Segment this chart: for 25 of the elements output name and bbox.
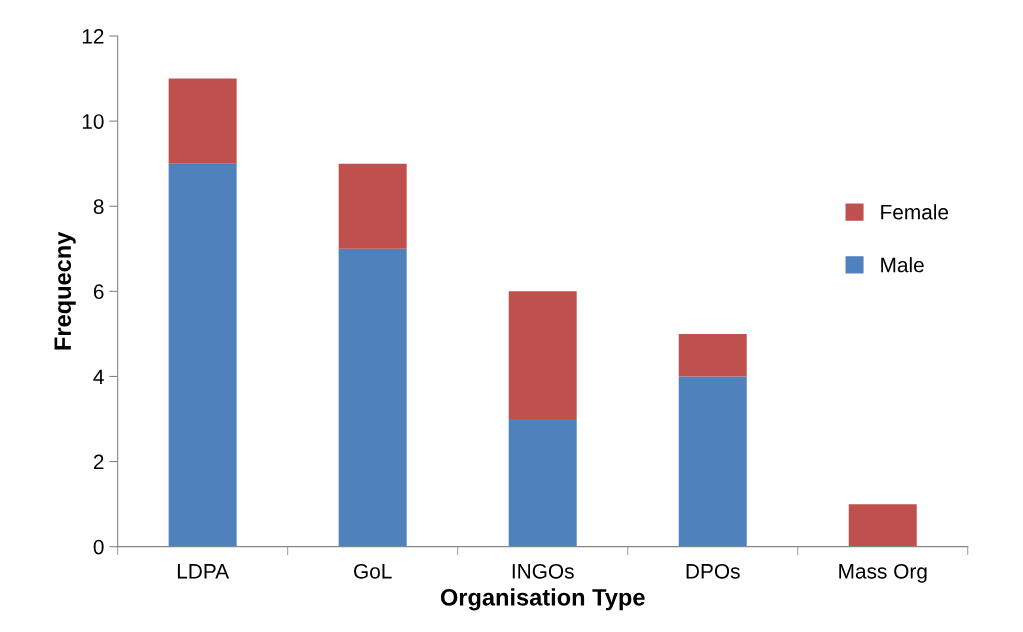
x-axis-title: Organisation Type bbox=[440, 588, 645, 611]
y-tick-label: 10 bbox=[82, 114, 104, 129]
y-tick-label: 4 bbox=[93, 369, 104, 385]
y-axis-title: Frequecny bbox=[54, 231, 76, 350]
bar bbox=[168, 78, 237, 164]
bar bbox=[678, 376, 747, 547]
bar bbox=[338, 163, 407, 249]
x-tick-label: GoL bbox=[354, 563, 392, 579]
y-tick-label: 0 bbox=[93, 539, 104, 555]
x-tick-label: LDPA bbox=[177, 564, 230, 579]
x-tick-label: Mass Org bbox=[839, 563, 927, 583]
legend-label: Female bbox=[881, 204, 949, 220]
bar bbox=[338, 248, 407, 547]
y-tick-label: 8 bbox=[93, 199, 104, 214]
x-tick-label: INGOs bbox=[512, 563, 574, 579]
bar bbox=[678, 333, 747, 377]
y-tick-label: 2 bbox=[93, 454, 104, 470]
bar bbox=[848, 504, 917, 547]
bar bbox=[508, 419, 577, 547]
legend-label: Male bbox=[881, 257, 924, 273]
bar bbox=[508, 291, 577, 420]
x-tick-label: DPOs bbox=[686, 563, 740, 579]
y-tick-label: 12 bbox=[82, 29, 104, 44]
bar bbox=[168, 163, 237, 547]
y-tick-label: 6 bbox=[93, 284, 104, 300]
